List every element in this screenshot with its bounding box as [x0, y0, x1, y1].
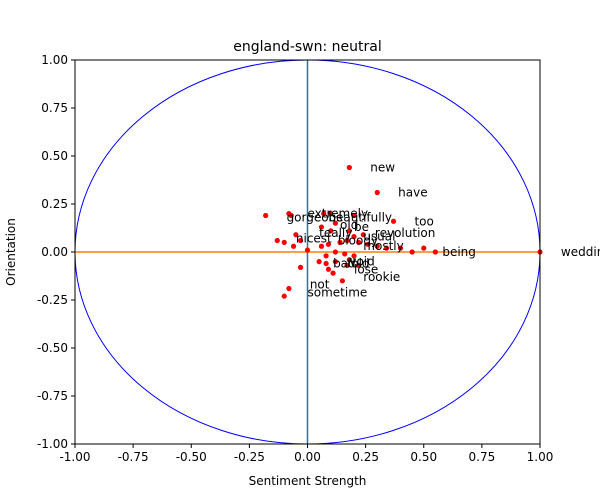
y-tick-label: -0.75: [37, 389, 68, 403]
word-label: extremely: [308, 207, 369, 221]
word-label: fold: [347, 257, 370, 271]
word-label: old: [340, 218, 358, 232]
word-label: wedding: [561, 245, 600, 259]
data-point: [293, 232, 299, 238]
word-label: have: [398, 185, 427, 199]
word-label: sometime: [308, 285, 368, 299]
word-label: lose: [354, 262, 378, 276]
word-label: not: [310, 278, 330, 292]
x-tick-label: 0.00: [294, 450, 321, 464]
data-point: [325, 266, 332, 272]
word-label: gorgeous: [287, 210, 343, 224]
data-point: [263, 212, 269, 219]
data-point: [421, 245, 427, 251]
data-point: [344, 262, 350, 269]
x-tick-label: -1.00: [59, 450, 90, 464]
data-point: [346, 164, 352, 171]
data-point: [288, 212, 294, 219]
data-point: [332, 249, 338, 255]
y-tick-label: 0.25: [41, 197, 68, 211]
y-tick-label: 1.00: [41, 53, 68, 67]
word-label: nicest: [296, 232, 332, 246]
data-point: [297, 237, 304, 244]
word-label: bad: [333, 257, 356, 271]
data-point: [339, 278, 345, 284]
data-point: [281, 293, 287, 299]
data-point: [383, 245, 390, 251]
word-label: bloody: [338, 233, 378, 247]
data-point: [390, 218, 397, 224]
word-label: being: [442, 245, 476, 259]
y-tick-label: -0.50: [37, 341, 68, 355]
data-point: [351, 253, 357, 259]
word-label: mostly: [363, 239, 403, 253]
data-point: [328, 211, 334, 217]
data-point: [409, 249, 415, 255]
word-label: too: [414, 214, 433, 228]
data-point: [332, 259, 338, 265]
x-tick-label: 1.00: [527, 450, 554, 464]
word-label: beautifully: [328, 210, 392, 224]
x-tick-label: -0.50: [176, 450, 207, 464]
data-point: [351, 212, 357, 219]
data-point: [374, 243, 380, 249]
y-tick-label: 0.00: [41, 245, 68, 259]
data-point: [323, 260, 329, 267]
data-point: [290, 243, 297, 249]
word-label: revolution: [375, 226, 435, 240]
word-label: void: [349, 255, 374, 269]
data-point: [281, 239, 287, 245]
y-tick-label: 0.75: [41, 101, 68, 115]
data-point: [344, 237, 350, 244]
data-point: [330, 270, 336, 276]
word-label: usual: [363, 230, 395, 244]
data-point: [346, 257, 352, 263]
data-point: [356, 262, 362, 269]
y-axis-label: Orientation: [4, 218, 18, 286]
data-point: [332, 220, 338, 226]
word-label: rookie: [363, 270, 400, 284]
data-point: [351, 234, 357, 240]
data-point: [321, 211, 327, 217]
data-point: [337, 239, 343, 245]
data-point: [323, 253, 329, 259]
data-point: [397, 245, 404, 251]
x-tick-label: -0.25: [234, 450, 265, 464]
data-point: [356, 239, 362, 245]
data-point: [328, 228, 334, 234]
data-point: [365, 241, 371, 247]
x-tick-label: -0.75: [118, 450, 149, 464]
data-point: [286, 285, 292, 292]
data-point: [316, 259, 322, 265]
chart-title: england-swn: neutral: [233, 39, 382, 55]
word-label: teally: [319, 226, 352, 240]
data-point: [297, 264, 304, 270]
data-point: [360, 232, 366, 238]
y-axis-ticks: -1.00 -0.75 -0.50 -0.25 0.00 0.25 0.50 0.75 1.00: [37, 53, 75, 451]
data-point: [432, 249, 438, 255]
data-point: [342, 251, 348, 257]
x-axis-ticks: -1.00 -0.75 -0.50 -0.25 0.00 0.25 0.50 0.75 1.00: [59, 444, 553, 464]
x-axis-label: Sentiment Strength: [249, 474, 367, 488]
x-tick-label: 0.75: [469, 450, 496, 464]
data-point: [318, 243, 325, 249]
data-point: [304, 247, 311, 253]
word-label: be: [354, 220, 369, 234]
y-tick-label: 0.50: [41, 149, 68, 163]
x-tick-label: 0.25: [352, 450, 379, 464]
word-label: new: [370, 161, 395, 175]
y-tick-label: -1.00: [37, 437, 68, 451]
data-point: [346, 228, 352, 234]
data-point: [274, 237, 280, 244]
x-tick-label: 0.50: [410, 450, 437, 464]
data-point: [374, 189, 380, 196]
y-tick-label: -0.25: [37, 293, 68, 307]
data-point: [318, 224, 325, 230]
data-point: [325, 241, 332, 247]
